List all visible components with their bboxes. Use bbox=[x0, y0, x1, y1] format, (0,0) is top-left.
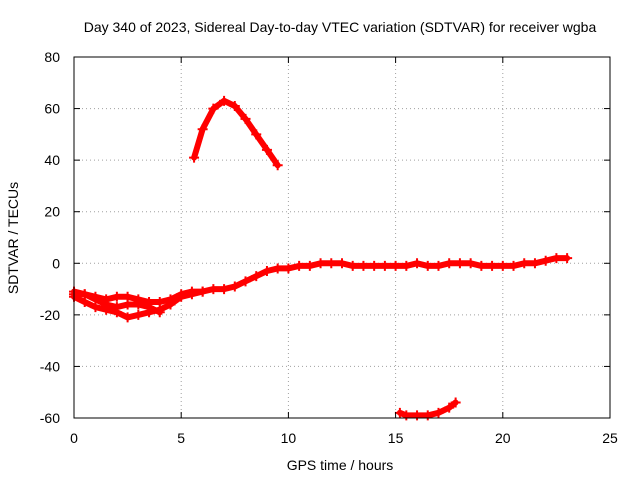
data-point bbox=[412, 258, 423, 269]
data-point bbox=[165, 299, 176, 310]
data-point bbox=[315, 258, 326, 269]
x-tick-label: 10 bbox=[281, 430, 297, 446]
data-point bbox=[337, 258, 347, 269]
data-point bbox=[347, 260, 358, 271]
data-point bbox=[444, 258, 455, 269]
data-point bbox=[422, 410, 433, 421]
data-point bbox=[562, 253, 573, 264]
y-tick-label: 60 bbox=[44, 101, 60, 117]
data-point bbox=[186, 289, 197, 300]
data-point bbox=[240, 113, 251, 124]
series-arc-early-middle bbox=[69, 286, 165, 318]
y-tick-label: 40 bbox=[44, 152, 60, 168]
series-arc-main-upper bbox=[69, 253, 573, 307]
chart-title: Day 340 of 2023, Sidereal Day-to-day VTE… bbox=[84, 19, 597, 35]
x-tick-label: 5 bbox=[177, 430, 185, 446]
data-point bbox=[219, 95, 230, 106]
data-point bbox=[144, 302, 155, 313]
y-tick-label: 80 bbox=[44, 49, 60, 65]
data-point bbox=[401, 410, 412, 421]
series-arc-low bbox=[394, 397, 461, 421]
data-point bbox=[240, 276, 251, 287]
series-line bbox=[191, 97, 281, 169]
data-point bbox=[508, 260, 519, 271]
data-point bbox=[197, 286, 208, 297]
data-point bbox=[79, 289, 90, 300]
data-point bbox=[229, 281, 240, 292]
data-point bbox=[394, 407, 405, 418]
series-arc-early-lower bbox=[69, 286, 208, 323]
data-point bbox=[433, 260, 444, 271]
data-point bbox=[454, 258, 465, 269]
x-axis-label: GPS time / hours bbox=[287, 457, 394, 473]
data-point bbox=[422, 260, 433, 271]
data-point bbox=[487, 260, 498, 271]
data-point bbox=[497, 260, 508, 271]
data-point bbox=[251, 129, 262, 140]
series-arc-peak bbox=[189, 95, 283, 171]
data-point bbox=[90, 294, 101, 305]
y-tick-label: 0 bbox=[52, 255, 60, 271]
data-point bbox=[251, 271, 262, 282]
data-point bbox=[476, 260, 487, 271]
y-tick-label: -20 bbox=[40, 307, 60, 323]
data-point bbox=[219, 284, 230, 295]
data-point bbox=[540, 255, 551, 266]
data-point bbox=[189, 152, 200, 163]
y-axis-label: SDTVAR / TECUs bbox=[5, 182, 21, 294]
tick-marks bbox=[73, 56, 611, 419]
data-point bbox=[133, 309, 144, 320]
data-point bbox=[176, 291, 187, 302]
data-point bbox=[519, 258, 530, 269]
data-point bbox=[133, 299, 144, 310]
data-point bbox=[369, 260, 380, 271]
data-point bbox=[261, 144, 272, 155]
data-point bbox=[101, 299, 112, 310]
x-tick-label: 0 bbox=[70, 430, 78, 446]
data-point bbox=[465, 258, 476, 269]
data-point bbox=[208, 103, 219, 114]
data-point bbox=[412, 410, 423, 421]
plot-frame bbox=[73, 56, 611, 419]
y-tick-label: -40 bbox=[40, 358, 60, 374]
data-point bbox=[111, 291, 122, 302]
y-tick-label: 20 bbox=[44, 204, 60, 220]
data-point bbox=[379, 260, 390, 271]
data-point bbox=[433, 407, 444, 418]
data-point bbox=[208, 284, 219, 295]
data-point bbox=[358, 260, 369, 271]
data-point bbox=[111, 302, 122, 313]
data-point bbox=[122, 312, 133, 323]
data-point bbox=[261, 266, 272, 277]
data-point bbox=[283, 263, 294, 274]
data-point bbox=[304, 260, 315, 271]
tick-labels: 0 5 10 15 20 25 -60 -40 -20 0 20 40 60 80 bbox=[40, 49, 618, 446]
data-point bbox=[197, 124, 208, 135]
data-point bbox=[529, 258, 540, 269]
grid-lines bbox=[74, 57, 610, 418]
data-point bbox=[154, 307, 165, 318]
data-point bbox=[450, 397, 461, 408]
data-point bbox=[551, 253, 562, 264]
series-layer bbox=[69, 95, 573, 421]
data-point bbox=[390, 260, 401, 271]
data-point bbox=[272, 263, 283, 274]
data-point bbox=[272, 160, 283, 171]
data-point bbox=[294, 260, 305, 271]
x-tick-label: 25 bbox=[602, 430, 618, 446]
data-point bbox=[401, 260, 412, 271]
data-point bbox=[326, 258, 337, 269]
x-tick-label: 15 bbox=[388, 430, 404, 446]
x-tick-label: 20 bbox=[495, 430, 511, 446]
data-point bbox=[229, 100, 240, 111]
data-point bbox=[444, 402, 455, 413]
y-tick-label: -60 bbox=[40, 410, 60, 426]
data-point bbox=[122, 299, 133, 310]
